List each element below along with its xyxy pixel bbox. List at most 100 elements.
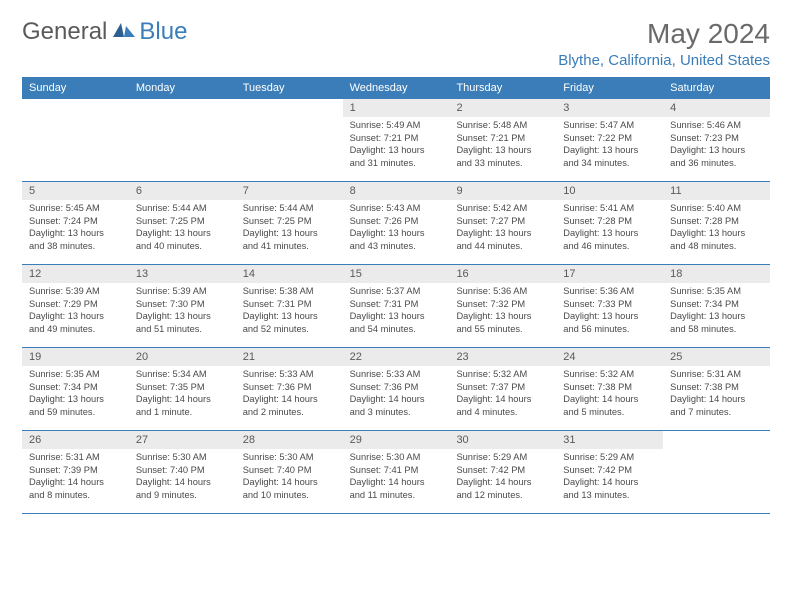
day-body: Sunrise: 5:45 AMSunset: 7:24 PMDaylight:…	[22, 200, 129, 256]
day-body: Sunrise: 5:34 AMSunset: 7:35 PMDaylight:…	[129, 366, 236, 422]
day-number: 25	[663, 348, 770, 366]
day-line: Daylight: 14 hours	[350, 393, 443, 406]
day-line: Daylight: 14 hours	[136, 476, 229, 489]
week-row: 5Sunrise: 5:45 AMSunset: 7:24 PMDaylight…	[22, 182, 770, 265]
day-line: Sunset: 7:25 PM	[243, 215, 336, 228]
day-cell: 11Sunrise: 5:40 AMSunset: 7:28 PMDayligh…	[663, 182, 770, 264]
day-cell: 9Sunrise: 5:42 AMSunset: 7:27 PMDaylight…	[449, 182, 556, 264]
logo: General Blue	[22, 18, 187, 46]
day-number: 31	[556, 431, 663, 449]
day-line: and 41 minutes.	[243, 240, 336, 253]
day-cell: 22Sunrise: 5:33 AMSunset: 7:36 PMDayligh…	[343, 348, 450, 430]
day-line: Sunrise: 5:45 AM	[29, 202, 122, 215]
day-line: and 31 minutes.	[350, 157, 443, 170]
day-line: Sunset: 7:21 PM	[456, 132, 549, 145]
day-line: Sunrise: 5:30 AM	[350, 451, 443, 464]
logo-text-2: Blue	[139, 18, 187, 46]
day-line: Daylight: 13 hours	[243, 227, 336, 240]
day-header-thursday: Thursday	[449, 77, 556, 99]
day-cell: 8Sunrise: 5:43 AMSunset: 7:26 PMDaylight…	[343, 182, 450, 264]
day-cell	[236, 99, 343, 181]
day-line: and 52 minutes.	[243, 323, 336, 336]
title-block: May 2024 Blythe, California, United Stat…	[558, 18, 770, 69]
day-line: Sunrise: 5:43 AM	[350, 202, 443, 215]
day-line: Sunset: 7:30 PM	[136, 298, 229, 311]
day-cell: 28Sunrise: 5:30 AMSunset: 7:40 PMDayligh…	[236, 431, 343, 513]
day-line: and 33 minutes.	[456, 157, 549, 170]
day-number: 20	[129, 348, 236, 366]
day-line: Daylight: 13 hours	[563, 144, 656, 157]
day-line: Daylight: 14 hours	[563, 393, 656, 406]
day-header-saturday: Saturday	[663, 77, 770, 99]
page-container: General Blue May 2024 Blythe, California…	[0, 0, 792, 524]
month-title: May 2024	[558, 18, 770, 50]
day-number: 12	[22, 265, 129, 283]
day-line: Daylight: 13 hours	[350, 310, 443, 323]
day-line: Daylight: 13 hours	[670, 227, 763, 240]
day-line: and 34 minutes.	[563, 157, 656, 170]
day-line: Sunset: 7:37 PM	[456, 381, 549, 394]
day-body: Sunrise: 5:47 AMSunset: 7:22 PMDaylight:…	[556, 117, 663, 173]
day-line: Sunset: 7:39 PM	[29, 464, 122, 477]
day-cell: 25Sunrise: 5:31 AMSunset: 7:38 PMDayligh…	[663, 348, 770, 430]
day-line: Daylight: 14 hours	[456, 476, 549, 489]
day-line: Sunset: 7:38 PM	[670, 381, 763, 394]
day-line: Sunset: 7:28 PM	[563, 215, 656, 228]
day-line: Sunrise: 5:30 AM	[243, 451, 336, 464]
day-line: Sunset: 7:40 PM	[136, 464, 229, 477]
day-line: and 36 minutes.	[670, 157, 763, 170]
day-number: 14	[236, 265, 343, 283]
day-number: 22	[343, 348, 450, 366]
day-cell	[129, 99, 236, 181]
day-number: 18	[663, 265, 770, 283]
day-line: and 48 minutes.	[670, 240, 763, 253]
day-line: and 49 minutes.	[29, 323, 122, 336]
day-cell: 24Sunrise: 5:32 AMSunset: 7:38 PMDayligh…	[556, 348, 663, 430]
day-line: and 4 minutes.	[456, 406, 549, 419]
day-line: Sunrise: 5:35 AM	[670, 285, 763, 298]
week-row: 12Sunrise: 5:39 AMSunset: 7:29 PMDayligh…	[22, 265, 770, 348]
day-line: Daylight: 13 hours	[456, 227, 549, 240]
day-cell: 15Sunrise: 5:37 AMSunset: 7:31 PMDayligh…	[343, 265, 450, 347]
day-line: and 1 minute.	[136, 406, 229, 419]
day-line: Sunrise: 5:48 AM	[456, 119, 549, 132]
day-body: Sunrise: 5:39 AMSunset: 7:30 PMDaylight:…	[129, 283, 236, 339]
day-line: Sunset: 7:24 PM	[29, 215, 122, 228]
day-body: Sunrise: 5:31 AMSunset: 7:38 PMDaylight:…	[663, 366, 770, 422]
day-body: Sunrise: 5:43 AMSunset: 7:26 PMDaylight:…	[343, 200, 450, 256]
day-line: Sunrise: 5:31 AM	[29, 451, 122, 464]
day-line: and 13 minutes.	[563, 489, 656, 502]
day-body: Sunrise: 5:36 AMSunset: 7:32 PMDaylight:…	[449, 283, 556, 339]
day-line: and 10 minutes.	[243, 489, 336, 502]
day-line: Sunset: 7:35 PM	[136, 381, 229, 394]
day-body: Sunrise: 5:31 AMSunset: 7:39 PMDaylight:…	[22, 449, 129, 505]
day-cell: 29Sunrise: 5:30 AMSunset: 7:41 PMDayligh…	[343, 431, 450, 513]
day-line: Sunrise: 5:41 AM	[563, 202, 656, 215]
day-header-friday: Friday	[556, 77, 663, 99]
location-text: Blythe, California, United States	[558, 52, 770, 69]
day-line: Sunrise: 5:39 AM	[136, 285, 229, 298]
day-cell: 31Sunrise: 5:29 AMSunset: 7:42 PMDayligh…	[556, 431, 663, 513]
day-body: Sunrise: 5:37 AMSunset: 7:31 PMDaylight:…	[343, 283, 450, 339]
day-line: and 46 minutes.	[563, 240, 656, 253]
day-line: Sunset: 7:23 PM	[670, 132, 763, 145]
day-line: and 44 minutes.	[456, 240, 549, 253]
day-number: 5	[22, 182, 129, 200]
day-line: and 9 minutes.	[136, 489, 229, 502]
day-number: 28	[236, 431, 343, 449]
day-header-monday: Monday	[129, 77, 236, 99]
day-line: Sunrise: 5:33 AM	[350, 368, 443, 381]
day-cell: 20Sunrise: 5:34 AMSunset: 7:35 PMDayligh…	[129, 348, 236, 430]
day-cell	[22, 99, 129, 181]
day-line: and 56 minutes.	[563, 323, 656, 336]
day-cell: 12Sunrise: 5:39 AMSunset: 7:29 PMDayligh…	[22, 265, 129, 347]
weeks-container: 1Sunrise: 5:49 AMSunset: 7:21 PMDaylight…	[22, 99, 770, 514]
day-line: Sunset: 7:41 PM	[350, 464, 443, 477]
day-body: Sunrise: 5:42 AMSunset: 7:27 PMDaylight:…	[449, 200, 556, 256]
day-line: and 3 minutes.	[350, 406, 443, 419]
day-line: Daylight: 13 hours	[456, 310, 549, 323]
day-cell: 3Sunrise: 5:47 AMSunset: 7:22 PMDaylight…	[556, 99, 663, 181]
day-cell: 27Sunrise: 5:30 AMSunset: 7:40 PMDayligh…	[129, 431, 236, 513]
day-body: Sunrise: 5:48 AMSunset: 7:21 PMDaylight:…	[449, 117, 556, 173]
day-header-wednesday: Wednesday	[343, 77, 450, 99]
